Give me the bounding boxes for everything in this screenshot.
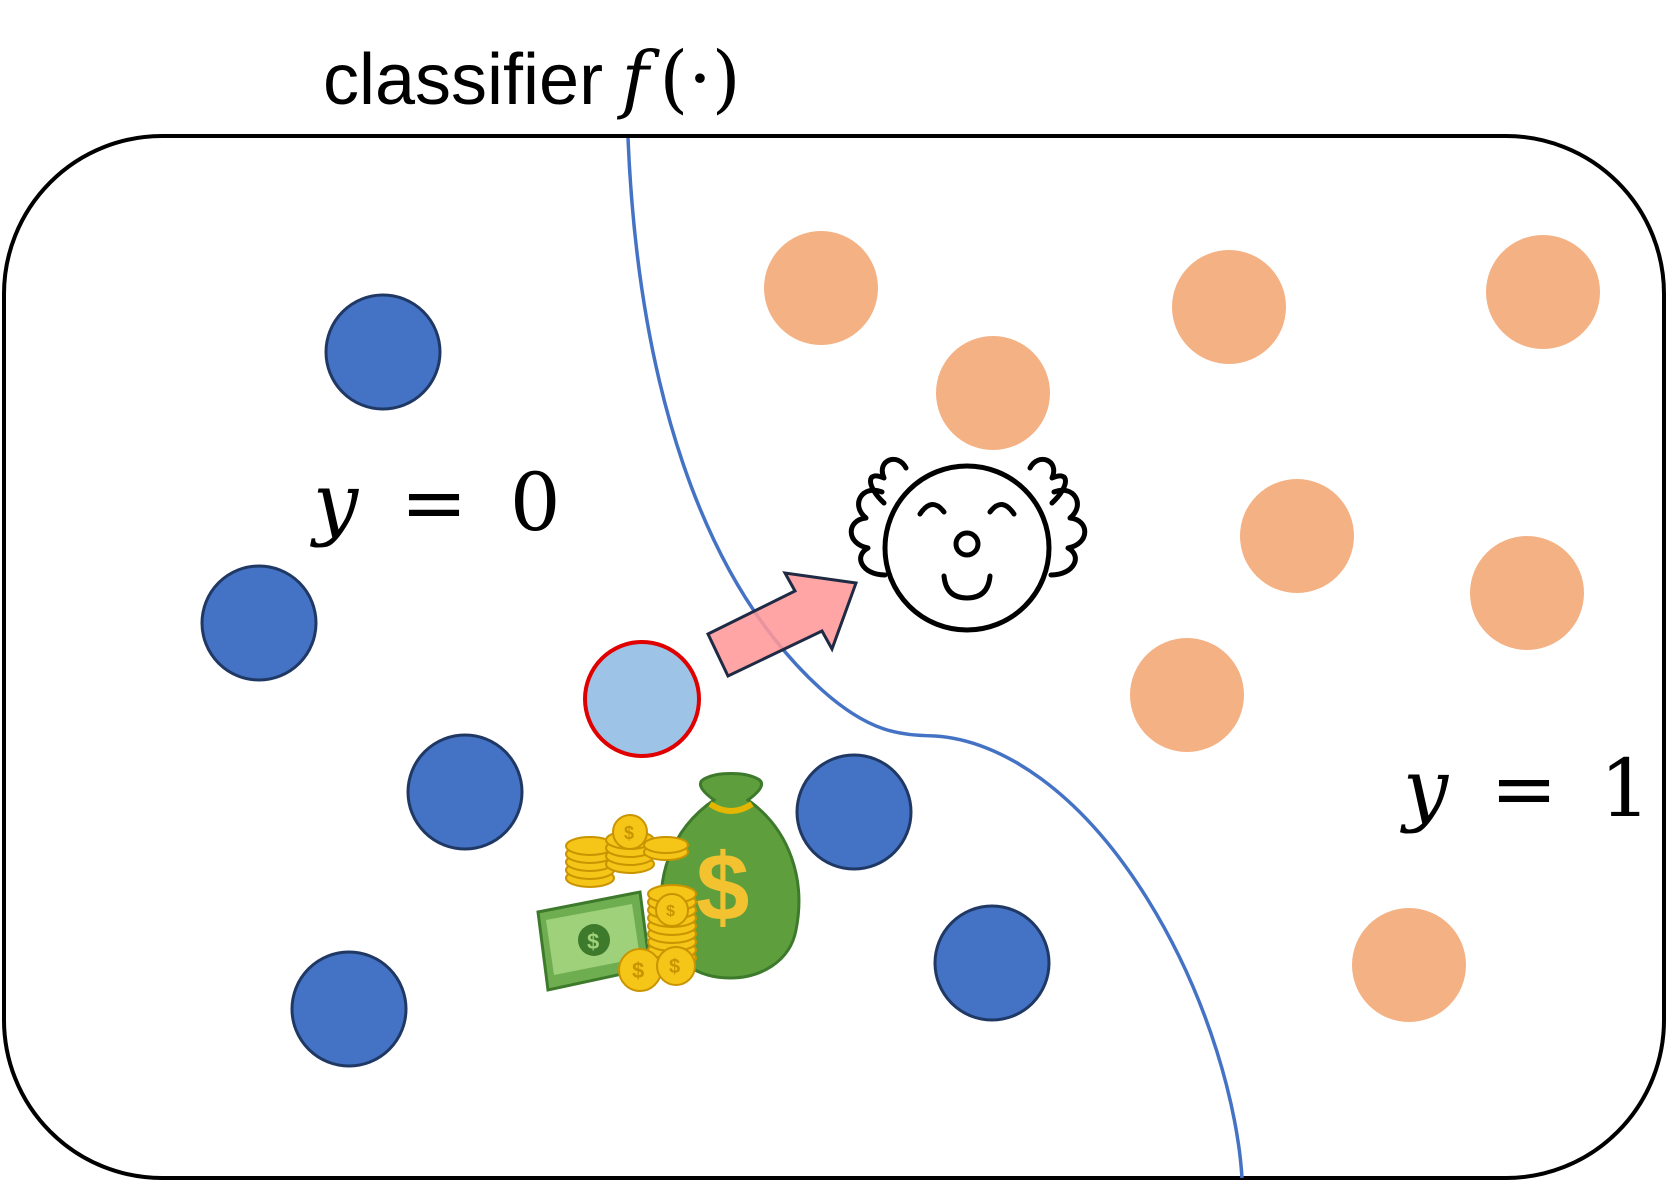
manipulated-point <box>583 640 701 758</box>
class1-points <box>764 231 1600 1022</box>
class1-point <box>1240 479 1354 593</box>
class0-label-value: 0 <box>510 456 561 549</box>
class1-point <box>764 231 878 345</box>
title-word: classifier <box>323 40 603 120</box>
class1-point <box>936 336 1050 450</box>
class1-label: y = 1 <box>1400 742 1651 835</box>
class0-points <box>200 293 1051 1068</box>
class1-point <box>1352 908 1466 1022</box>
money-bag-icon: $ $ <box>536 772 801 992</box>
class1-point <box>1470 536 1584 650</box>
class1-point <box>1486 235 1600 349</box>
svg-text:$: $ <box>666 903 675 920</box>
title-function-symbol: f <box>617 36 661 122</box>
svg-text:$: $ <box>696 834 749 941</box>
class0-label-eq: = <box>400 456 467 549</box>
class0-point <box>406 733 524 851</box>
title-function-args: (·) <box>659 36 740 122</box>
class0-point <box>933 904 1051 1022</box>
class1-label-eq: = <box>1490 742 1557 835</box>
class0-label-var: y <box>310 456 360 549</box>
svg-text:$: $ <box>669 956 680 978</box>
class0-point <box>200 564 318 682</box>
class0-label: y = 0 <box>310 456 561 549</box>
class1-point <box>1172 250 1286 364</box>
decision-boundary <box>626 137 1244 1179</box>
svg-text:$: $ <box>632 958 644 983</box>
diagram-title: classifier f (·) <box>323 36 741 122</box>
svg-text:$: $ <box>587 929 599 954</box>
class1-label-var: y <box>1400 742 1450 835</box>
class0-point <box>324 293 442 411</box>
right-arrow-icon <box>706 571 859 679</box>
class0-point <box>290 950 408 1068</box>
svg-text:$: $ <box>624 823 634 843</box>
class0-point <box>795 753 913 871</box>
class1-label-value: 1 <box>1600 742 1651 835</box>
clown-face-icon <box>848 456 1088 633</box>
feature-space-frame <box>2 134 1666 1180</box>
class1-point <box>1130 638 1244 752</box>
